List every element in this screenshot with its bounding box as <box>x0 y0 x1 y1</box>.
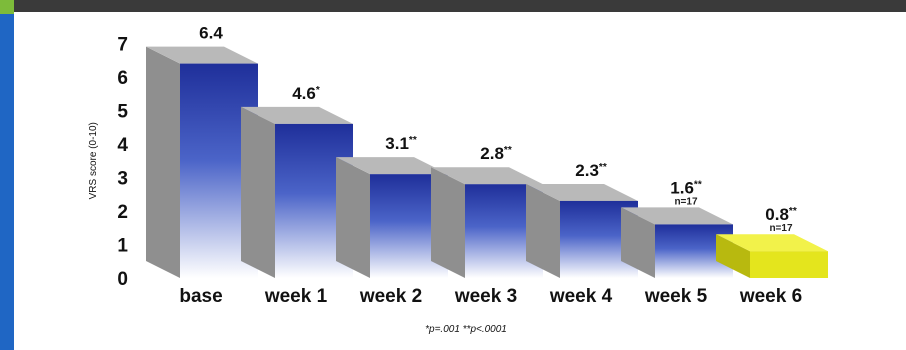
bar-top-face <box>241 106 353 124</box>
bar-side-face <box>431 167 465 278</box>
bar-top-face <box>146 46 258 64</box>
bar-top-face <box>526 183 638 201</box>
category-labels: base week 1 week 2 week 3 week 4 week 5 week 6 <box>179 286 802 307</box>
value-label: 2.3** <box>575 161 607 180</box>
bars-layer <box>146 46 828 279</box>
bar-side-face <box>621 207 655 278</box>
bar-front-face <box>750 251 828 278</box>
y-tick-label: 0 <box>117 269 128 290</box>
value-label: 4.6* <box>292 84 320 103</box>
bar-top-face <box>431 167 543 185</box>
category-label: week 4 <box>549 286 613 307</box>
sample-size-label: n=17 <box>769 223 793 234</box>
y-tick-label: 7 <box>117 35 128 56</box>
value-label: 2.8** <box>480 144 512 163</box>
value-label: 3.1** <box>385 134 417 153</box>
y-tick-label: 4 <box>117 135 128 156</box>
y-tick-label: 2 <box>117 202 128 223</box>
bar-top-face <box>336 157 448 175</box>
category-label: week 1 <box>264 286 328 307</box>
y-tick-label: 5 <box>117 102 128 123</box>
bar-side-face <box>241 106 275 279</box>
value-label: 0.8** <box>765 205 797 224</box>
y-tick-label: 3 <box>117 169 128 190</box>
significance-footnote: *p=.001 **p<.0001 <box>425 324 507 335</box>
bar-side-face <box>526 183 560 278</box>
category-label: week 6 <box>739 286 802 307</box>
bar-side-face <box>716 234 750 278</box>
category-label: week 2 <box>359 286 422 307</box>
value-label: 6.4 <box>199 24 223 43</box>
value-label: 1.6** <box>670 178 702 197</box>
corner-block <box>0 0 14 14</box>
y-axis-label: VRS score (0-10) <box>88 122 99 199</box>
bar-top-face <box>621 207 733 225</box>
category-label: week 5 <box>644 286 708 307</box>
top-frame-bar <box>0 0 906 12</box>
y-tick-label: 6 <box>117 68 128 89</box>
bar-side-face <box>336 157 370 278</box>
category-label: base <box>179 286 222 307</box>
bar-side-face <box>146 46 180 278</box>
y-axis-ticks: 0 1 2 3 4 5 6 7 <box>117 35 128 291</box>
sample-size-label: n=17 <box>674 196 698 207</box>
left-frame-bar <box>0 0 14 350</box>
y-tick-label: 1 <box>117 236 128 257</box>
value-labels: 6.44.6*3.1**2.8**2.3**1.6**n=170.8**n=17 <box>199 24 797 235</box>
category-label: week 3 <box>454 286 517 307</box>
bar-top-face <box>716 234 828 252</box>
bar <box>716 234 828 278</box>
